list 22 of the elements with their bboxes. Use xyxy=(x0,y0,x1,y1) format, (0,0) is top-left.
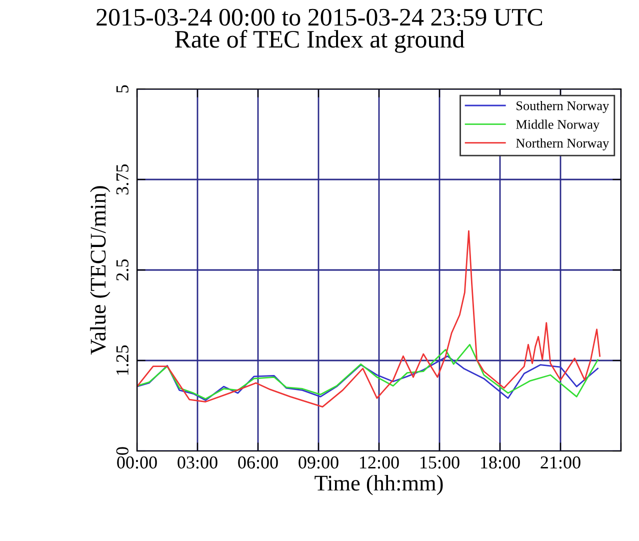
y-tick-label: 2.5 xyxy=(116,259,129,280)
line-series xyxy=(137,230,601,408)
x-tick-label: 00:00 xyxy=(117,456,157,469)
x-tick-label: 03:00 xyxy=(178,456,218,469)
x-tick-label: 18:00 xyxy=(481,456,520,469)
line-series xyxy=(137,355,599,402)
x-axis-title: Time (hh:mm) xyxy=(314,475,443,496)
y-tick-label: 3.75 xyxy=(116,164,129,194)
x-tick-label: 15:00 xyxy=(420,456,460,469)
y-axis-title: Value (TECU/min) xyxy=(90,186,110,355)
x-tick-label: 12:00 xyxy=(360,456,399,469)
y-tick-label: 1.25 xyxy=(116,345,129,375)
x-tick-label: 06:00 xyxy=(238,456,278,469)
y-tick-label: 5 xyxy=(116,85,128,92)
legend-label: Southern Norway xyxy=(516,100,610,113)
legend-label: Middle Norway xyxy=(516,120,600,132)
x-tick-label: 21:00 xyxy=(540,456,580,469)
line-series xyxy=(137,344,599,400)
y-tick-label: 0 xyxy=(116,447,128,455)
x-tick-label: 09:00 xyxy=(298,456,338,469)
legend-label: Northern Norway xyxy=(516,138,610,150)
chart-title: 2015-03-24 00:00 to 2015-03-24 23:59 UTC Rate of TEC Index at ground xyxy=(96,8,542,53)
